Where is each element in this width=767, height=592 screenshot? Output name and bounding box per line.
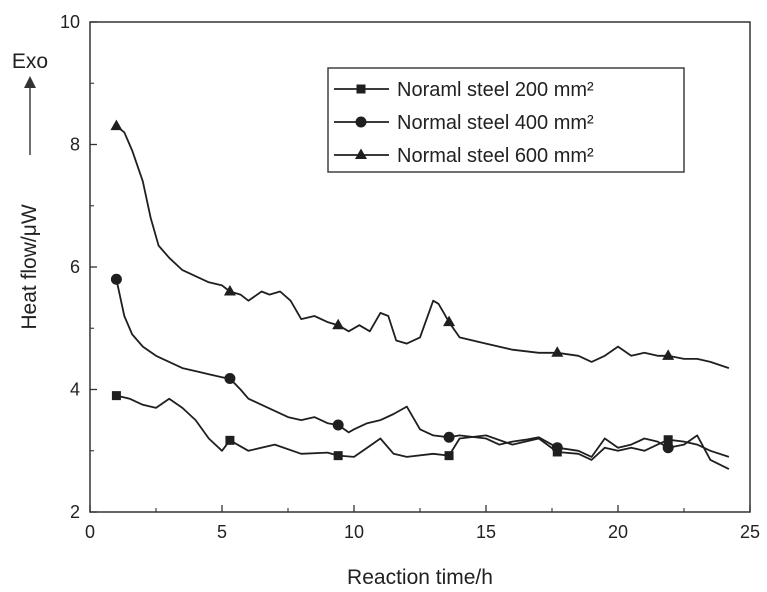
data-point-triangle	[332, 318, 345, 330]
data-point-square	[333, 451, 343, 461]
data-point-circle	[443, 431, 455, 443]
legend-item-400: Normal steel 400 mm²	[334, 112, 594, 134]
legend-square-marker	[356, 84, 366, 94]
series-square	[111, 391, 730, 461]
y-tick-label: 6	[70, 257, 80, 277]
x-tick-label: 5	[217, 522, 227, 542]
data-point-circle	[662, 442, 674, 454]
data-point-triangle	[551, 346, 564, 357]
legend-item-600: Normal steel 600 mm²	[334, 145, 594, 167]
data-point-circle	[332, 419, 344, 431]
legend-box	[327, 67, 685, 173]
x-tick-label: 0	[85, 522, 95, 542]
data-point-triangle	[110, 119, 123, 131]
y-tick-label: 2	[70, 502, 80, 522]
series-line	[116, 394, 730, 461]
data-point-circle	[110, 273, 122, 285]
data-point-triangle	[443, 315, 456, 327]
y-tick-label: 10	[60, 12, 80, 32]
data-point-square	[444, 451, 454, 461]
legend: Noraml steel 200 mm² Normal steel 400 mm…	[327, 67, 685, 173]
series-triangle	[110, 119, 730, 369]
x-tick-label: 20	[608, 522, 628, 542]
data-point-triangle	[223, 285, 236, 296]
data-point-square	[225, 435, 235, 445]
legend-label-600: Normal steel 600 mm²	[397, 145, 594, 167]
y-tick-label: 8	[70, 135, 80, 155]
legend-label-200: Noraml steel 200 mm²	[397, 79, 594, 101]
exo-arrow-head	[24, 76, 36, 88]
y-axis-title: Heat flow/μW	[18, 204, 41, 329]
legend-triangle-marker	[355, 148, 367, 159]
series-circle	[110, 273, 730, 470]
data-point-circle	[551, 442, 563, 454]
x-tick-label: 25	[740, 522, 760, 542]
y-tick-label: 4	[70, 380, 80, 400]
series-line	[115, 125, 730, 369]
exo-label: Exo	[12, 50, 48, 73]
data-point-triangle	[662, 349, 675, 360]
legend-item-200: Noraml steel 200 mm²	[334, 79, 594, 101]
data-point-square	[663, 435, 673, 445]
x-tick-label: 15	[476, 522, 496, 542]
x-axis-title: Reaction time/h	[347, 566, 493, 589]
y-axis: 2 4 6 8 10	[60, 12, 97, 522]
x-axis: 0 5 10 15 20 25	[85, 505, 760, 542]
legend-label-400: Normal steel 400 mm²	[397, 112, 594, 134]
exo-annotation: Exo	[12, 50, 48, 155]
legend-circle-marker	[355, 116, 367, 128]
series-layer	[110, 119, 730, 470]
data-point-circle	[224, 372, 236, 384]
x-tick-label: 10	[344, 522, 364, 542]
series-line	[115, 279, 730, 470]
data-point-square	[111, 391, 121, 401]
